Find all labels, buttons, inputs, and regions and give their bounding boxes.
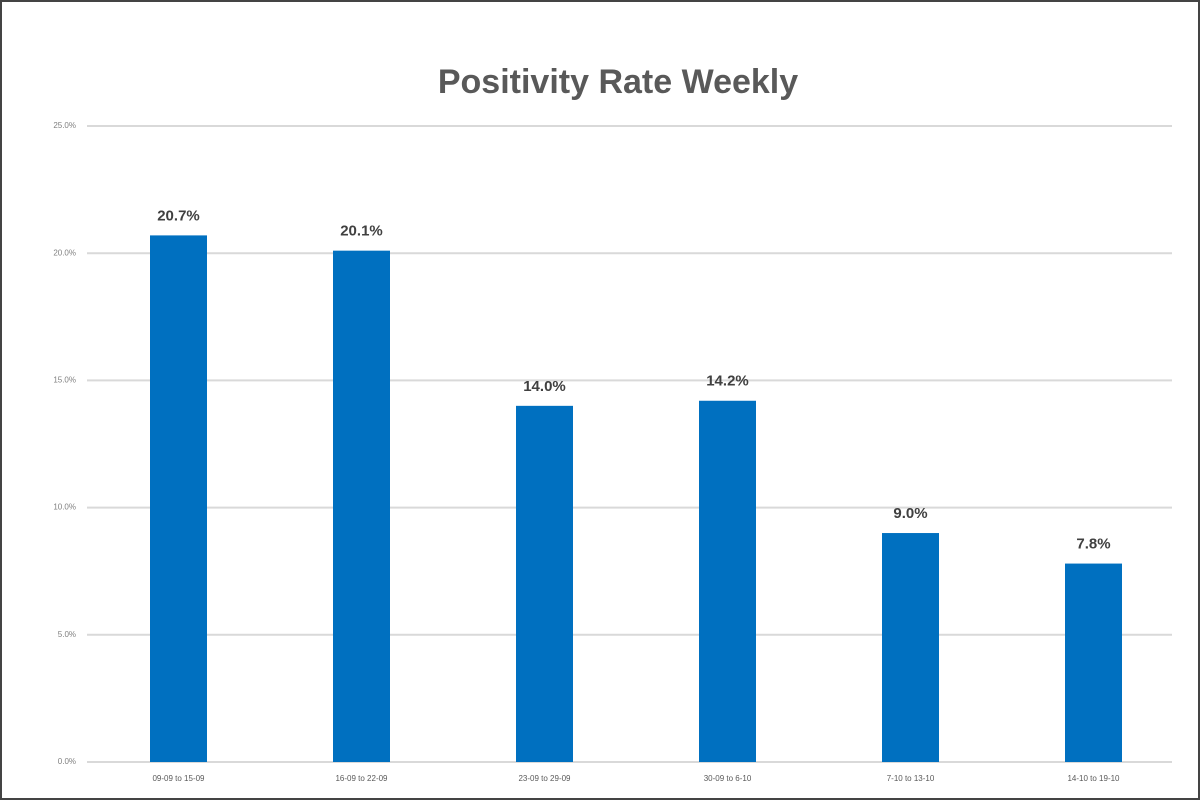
x-tick-label: 16-09 to 22-09	[335, 774, 388, 783]
y-tick-label: 20.0%	[53, 248, 76, 257]
y-tick-label: 15.0%	[53, 376, 76, 385]
bar	[516, 405, 573, 762]
bar	[882, 533, 939, 762]
data-label: 14.2%	[706, 373, 749, 390]
bar	[699, 400, 756, 762]
y-tick-label: 0.0%	[58, 757, 76, 766]
x-tick-label: 7-10 to 13-10	[887, 774, 935, 783]
data-label: 20.7%	[157, 207, 200, 224]
chart-title: Positivity Rate Weekly	[438, 63, 798, 101]
y-tick-label: 25.0%	[53, 121, 76, 130]
data-label: 14.0%	[523, 378, 566, 395]
data-label: 9.0%	[893, 505, 927, 522]
bar	[150, 235, 207, 763]
y-tick-label: 10.0%	[53, 503, 76, 512]
x-tick-label: 14-10 to 19-10	[1067, 774, 1120, 783]
y-tick-label: 5.0%	[58, 630, 76, 639]
data-label: 20.1%	[340, 223, 383, 240]
x-tick-label: 09-09 to 15-09	[152, 774, 205, 783]
x-tick-label: 30-09 to 6-10	[704, 774, 752, 783]
data-label: 7.8%	[1076, 536, 1110, 553]
x-tick-label: 23-09 to 29-09	[518, 774, 571, 783]
bar	[333, 250, 390, 762]
bar	[1065, 563, 1122, 762]
